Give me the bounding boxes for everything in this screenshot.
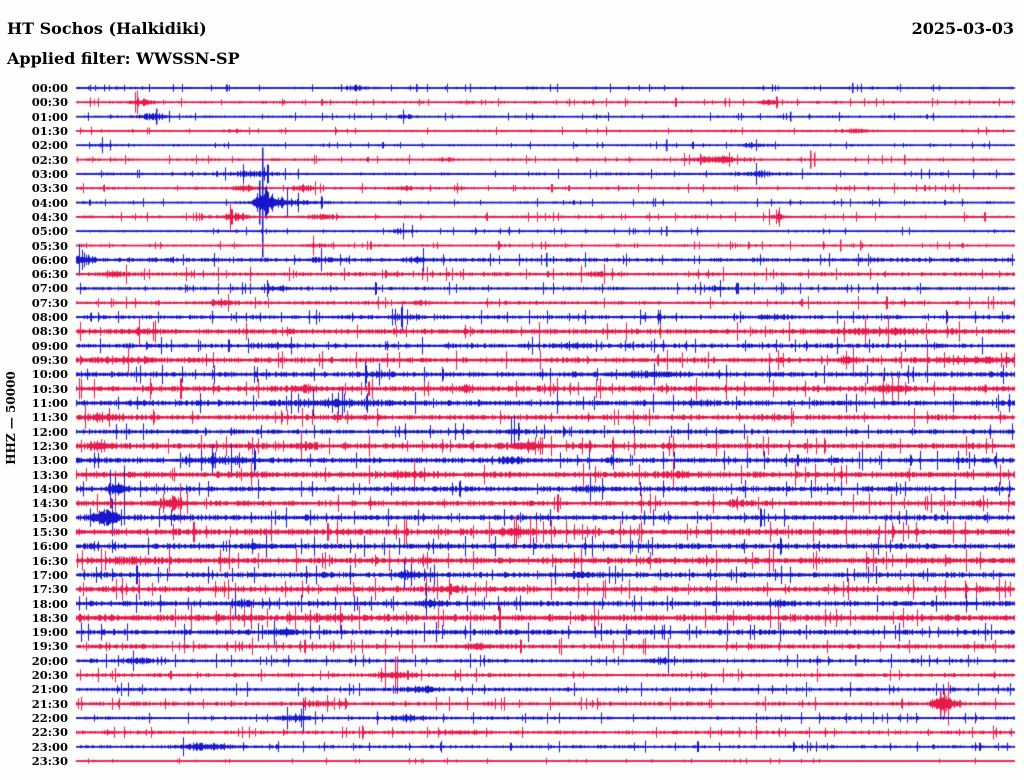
helicorder-page: { "header": { "station": "HT Sochos (Hal… (0, 0, 1024, 780)
helicorder-canvas (0, 0, 1024, 780)
